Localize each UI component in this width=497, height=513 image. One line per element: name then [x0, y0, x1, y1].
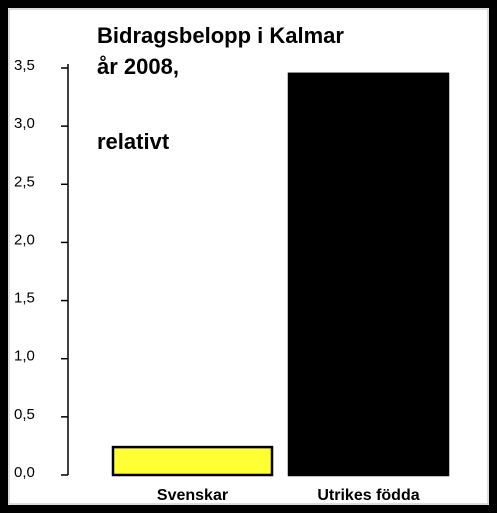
inner-frame: [8, 8, 489, 505]
chart-title: relativt: [97, 129, 170, 154]
chart-title: år 2008,: [97, 54, 179, 79]
y-tick-label: 1,5: [14, 290, 35, 307]
y-tick-label: 1,0: [14, 348, 35, 365]
y-tick-label: 2,0: [14, 231, 35, 248]
bar: [111, 445, 274, 477]
x-tick-label: Utrikes födda: [317, 487, 419, 504]
y-tick-label: 3,5: [14, 57, 35, 74]
chart-title: Bidragsbelopp i Kalmar: [97, 23, 344, 48]
y-tick-label: 0,0: [14, 464, 35, 481]
y-tick-label: 2,5: [14, 173, 35, 190]
y-tick-label: 0,5: [14, 406, 35, 423]
bar: [287, 72, 450, 477]
y-tick-label: 3,0: [14, 115, 35, 132]
x-tick-label: Svenskar: [157, 487, 228, 504]
